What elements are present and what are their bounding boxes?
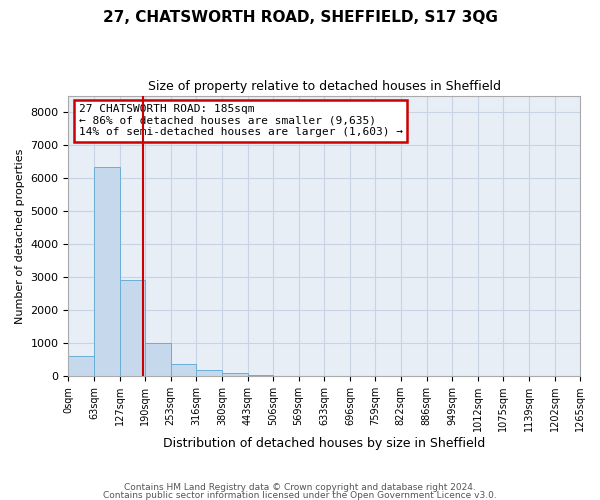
- Text: Contains HM Land Registry data © Crown copyright and database right 2024.: Contains HM Land Registry data © Crown c…: [124, 484, 476, 492]
- Text: Contains public sector information licensed under the Open Government Licence v3: Contains public sector information licen…: [103, 490, 497, 500]
- Text: 27, CHATSWORTH ROAD, SHEFFIELD, S17 3QG: 27, CHATSWORTH ROAD, SHEFFIELD, S17 3QG: [103, 10, 497, 25]
- X-axis label: Distribution of detached houses by size in Sheffield: Distribution of detached houses by size …: [163, 437, 485, 450]
- Bar: [222, 373, 248, 376]
- Text: 27 CHATSWORTH ROAD: 185sqm
← 86% of detached houses are smaller (9,635)
14% of s: 27 CHATSWORTH ROAD: 185sqm ← 86% of deta…: [79, 104, 403, 137]
- Bar: [120, 280, 145, 376]
- Bar: [171, 364, 196, 376]
- Bar: [248, 374, 273, 376]
- Bar: [94, 166, 120, 376]
- Bar: [68, 356, 94, 376]
- Bar: [196, 370, 222, 376]
- Bar: [145, 343, 171, 376]
- Title: Size of property relative to detached houses in Sheffield: Size of property relative to detached ho…: [148, 80, 501, 93]
- Y-axis label: Number of detached properties: Number of detached properties: [15, 148, 25, 324]
